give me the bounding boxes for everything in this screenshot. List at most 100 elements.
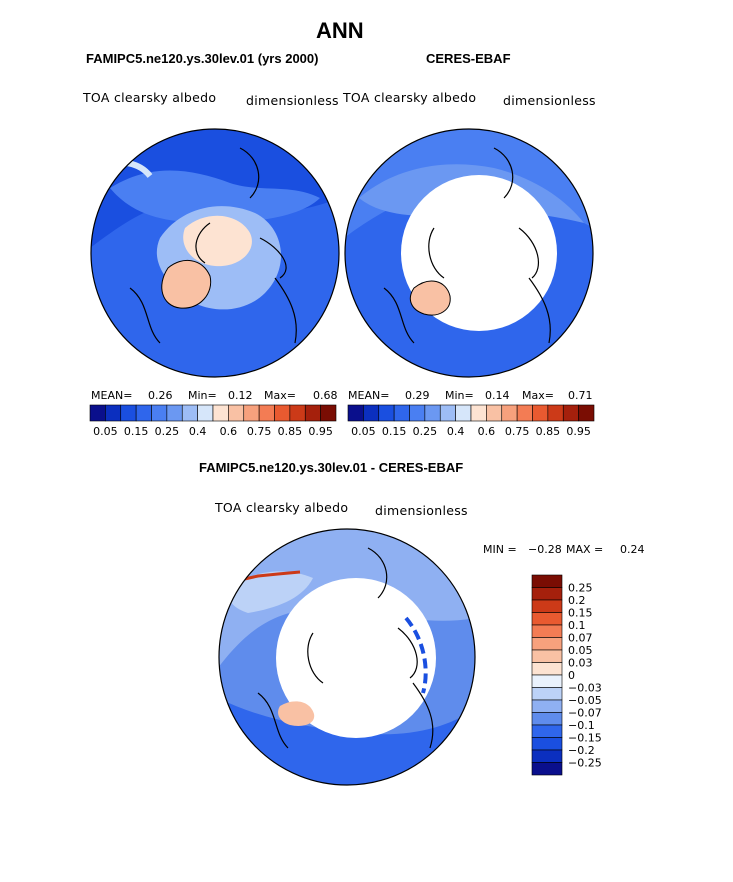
colorbar-3-tick-label: −0.03: [568, 682, 602, 695]
map-1-region-arctic-band: [110, 170, 320, 223]
map-3-region-positive: [239, 570, 301, 582]
colorbar-3-swatch-3: [531, 612, 563, 626]
colorbar-1-swatch-14: [304, 404, 321, 422]
map-3-region-edge: [404, 616, 428, 694]
colorbar-2-swatch-5: [424, 404, 441, 422]
colorbar-2-swatch-11: [516, 404, 533, 422]
colorbar-2-tick-label: 0.95: [566, 425, 591, 438]
colorbar-3-tick-label: −0.1: [568, 719, 595, 732]
panel-2-title: CERES-EBAF: [426, 51, 511, 66]
map-3-coastlines: [257, 547, 434, 749]
colorbar-3-swatch-6: [531, 649, 563, 663]
colorbar-2-swatch-4: [409, 404, 426, 422]
colorbar-2-tick-label: 0.15: [382, 425, 407, 438]
colorbar-1-swatch-5: [166, 404, 183, 422]
colorbar-2-swatch-15: [578, 404, 595, 422]
colorbar-2-tick-label: 0.85: [536, 425, 561, 438]
panel-2-max-label: Max=: [522, 389, 554, 402]
panel-2-map: [344, 128, 594, 378]
colorbar-3-swatch-4: [531, 624, 563, 638]
map-1-region-greenland: [161, 260, 211, 309]
colorbar-2-tick-label: 0.05: [351, 425, 376, 438]
colorbar-2-swatch-14: [562, 404, 579, 422]
map-3-no-data-region: [276, 578, 436, 738]
panel-1-min-value: 0.12: [228, 389, 253, 402]
colorbar-1-swatch-13: [289, 404, 306, 422]
colorbar-2-swatch-13: [547, 404, 564, 422]
panel-3-max-label: MAX =: [566, 543, 604, 556]
panel-3-map: [218, 528, 476, 786]
colorbar-1-tick-label: 0.85: [278, 425, 303, 438]
colorbar-3-swatch-12: [531, 724, 563, 738]
colorbar-1-tick-label: 0.6: [220, 425, 238, 438]
colorbar-3-tick-label: 0.2: [568, 594, 586, 607]
map-2-border: [344, 128, 594, 378]
colorbar-1-swatch-0: [89, 404, 106, 422]
map-3-region-south: [219, 698, 475, 785]
colorbar-1-tick-label: 0.05: [93, 425, 118, 438]
colorbar-1-tick-label: 0.4: [189, 425, 207, 438]
colorbar-1-swatch-2: [120, 404, 137, 422]
panel-2-min-value: 0.14: [485, 389, 510, 402]
colorbar-3-tick-label: 0.07: [568, 632, 593, 645]
panel-2-mean-value: 0.29: [405, 389, 430, 402]
colorbar-2-swatch-2: [378, 404, 395, 422]
map-1-border: [90, 128, 340, 378]
panel-1-title: FAMIPC5.ne120.ys.30lev.01 (yrs 2000): [86, 51, 319, 66]
map-1-region-high-albedo: [183, 215, 252, 267]
panel-1-units: dimensionless: [246, 93, 339, 108]
panel-3-units: dimensionless: [375, 503, 468, 518]
colorbar-3-swatch-14: [531, 749, 563, 763]
colorbar-2-swatch-8: [470, 404, 487, 422]
colorbar-1-swatch-4: [151, 404, 168, 422]
colorbar-3-swatch-7: [531, 662, 563, 676]
panel-3-min-label: MIN =: [483, 543, 517, 556]
colorbar-1-swatch-7: [197, 404, 214, 422]
colorbar-1-tick-label: 0.15: [124, 425, 149, 438]
map-3-region-light: [227, 571, 313, 613]
panel-1-max-label: Max=: [264, 389, 296, 402]
colorbar-3-swatch-5: [531, 637, 563, 651]
colorbar-3-tick-label: 0.15: [568, 607, 593, 620]
panel-1-mean-value: 0.26: [148, 389, 173, 402]
colorbar-3-swatch-9: [531, 687, 563, 701]
colorbar-2-swatch-12: [532, 404, 549, 422]
colorbar-3-swatch-0: [531, 574, 563, 588]
colorbar-3-swatch-13: [531, 737, 563, 751]
colorbar-3-swatch-11: [531, 712, 563, 726]
colorbar-3-swatch-1: [531, 587, 563, 601]
colorbar-3-swatch-8: [531, 674, 563, 688]
colorbar-2-swatch-3: [393, 404, 410, 422]
colorbar-2-tick-label: 0.6: [478, 425, 496, 438]
colorbar-3-tick-label: 0.05: [568, 644, 593, 657]
colorbar-2-swatch-7: [455, 404, 472, 422]
panel-2-variable: TOA clearsky albedo: [343, 90, 477, 105]
colorbar-3-tick-label: 0: [568, 669, 575, 682]
colorbar-3-tick-label: 0.1: [568, 619, 586, 632]
panel-2-colorbar: 0.05 0.15 0.25 0.4 0.6 0.75 0.85 0.95: [347, 404, 595, 438]
map-2-region-greenland: [410, 281, 451, 316]
colorbar-1-swatch-10: [243, 404, 260, 422]
colorbar-3-swatch-10: [531, 699, 563, 713]
map-3-region-greenland: [278, 701, 315, 726]
map-2-coastlines: [383, 147, 551, 344]
colorbar-1-tick-label: 0.75: [247, 425, 272, 438]
map-2-greenland-outline: [409, 280, 451, 316]
colorbar-2-swatch-10: [501, 404, 518, 422]
panel-2-min-label: Min=: [445, 389, 474, 402]
colorbar-1-tick-label: 0.25: [155, 425, 180, 438]
colorbar-3-tick-label: −0.05: [568, 694, 602, 707]
panel-2-units: dimensionless: [503, 93, 596, 108]
page-title: ANN: [316, 18, 364, 43]
colorbar-3-tick-label: −0.2: [568, 744, 595, 757]
colorbar-2-swatch-1: [363, 404, 380, 422]
panel-2-max-value: 0.71: [568, 389, 593, 402]
panel-1-min-label: Min=: [188, 389, 217, 402]
colorbar-3-tick-label: 0.03: [568, 657, 593, 670]
colorbar-3-tick-label: −0.15: [568, 732, 602, 745]
colorbar-3-swatch-15: [531, 762, 563, 776]
colorbar-2-tick-label: 0.75: [505, 425, 530, 438]
colorbar-3-tick-label: −0.25: [568, 757, 602, 770]
colorbar-1-swatch-1: [105, 404, 122, 422]
colorbar-3-swatch-2: [531, 599, 563, 613]
